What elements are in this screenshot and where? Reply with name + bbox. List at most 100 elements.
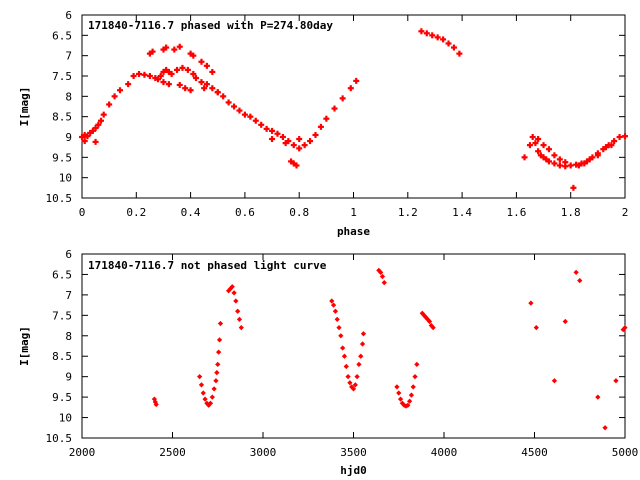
data-point [338, 333, 344, 339]
data-point [201, 85, 208, 92]
data-point [356, 361, 362, 368]
x-tick-label: 0.8 [289, 206, 309, 219]
data-point [354, 374, 360, 380]
data-point [184, 66, 191, 73]
data-point [405, 402, 411, 408]
y-tick-label: 7.5 [52, 70, 72, 83]
data-point [540, 142, 547, 149]
data-point [394, 384, 400, 390]
data-point [378, 269, 384, 276]
data-point [426, 318, 433, 325]
data-point [350, 386, 357, 392]
y-tick-label: 6.5 [52, 29, 72, 42]
data-point [551, 160, 558, 167]
data-point [92, 138, 99, 145]
data-point [125, 81, 132, 88]
data-point [136, 70, 143, 77]
data-point [216, 349, 222, 355]
data-point [211, 386, 217, 392]
data-point [450, 44, 457, 51]
data-point [532, 140, 539, 147]
data-point [567, 162, 574, 169]
data-point [198, 58, 205, 65]
y-tick-label: 6.5 [52, 268, 72, 281]
data-point [155, 76, 162, 83]
y-tick-label: 10.5 [46, 192, 73, 205]
y-tick-label: 9 [65, 131, 72, 144]
data-point [258, 121, 265, 128]
y-tick-label: 8.5 [52, 350, 72, 363]
data-point [235, 308, 241, 314]
data-point [92, 125, 99, 132]
data-point [168, 70, 175, 77]
data-point [220, 93, 227, 100]
data-point [117, 87, 124, 94]
data-point [545, 146, 552, 153]
data-point [193, 75, 200, 82]
data-point [165, 81, 172, 88]
data-point [252, 117, 259, 124]
data-point [535, 148, 542, 155]
data-point [353, 77, 360, 84]
data-point [214, 369, 220, 376]
plot-frame [81, 14, 626, 199]
data-point [414, 361, 420, 368]
data-point [236, 107, 243, 114]
data-point [340, 345, 346, 351]
phased-light-curve-panel: 0 0.2 0.4 0.6 0.8 1 1.2 1.4 1.6 1.8 2 6 6.5 7 7.5 8 8.5 9… [18, 9, 628, 238]
data-point [141, 71, 148, 78]
data-point [551, 152, 558, 159]
data-point [100, 111, 107, 118]
data-point [233, 298, 239, 304]
data-point [209, 68, 216, 75]
data-point [445, 40, 452, 47]
data-point [229, 284, 235, 290]
x-tick-label: 4500 [521, 446, 548, 459]
data-point [602, 425, 608, 431]
y-tick-label: 10 [59, 412, 72, 425]
x-tick-label: 3000 [250, 446, 277, 459]
data-point [358, 353, 364, 359]
data-point [296, 136, 303, 143]
x-tick-label: 2500 [159, 446, 186, 459]
data-point [231, 103, 238, 110]
data-point [418, 28, 425, 35]
data-point [197, 374, 203, 380]
data-point [215, 361, 221, 368]
y-tick-label: 9.5 [52, 151, 72, 164]
y-tick-label: 7 [65, 50, 72, 63]
data-point [269, 127, 276, 134]
data-point [430, 324, 436, 331]
data-point [545, 158, 552, 165]
data-point [98, 117, 105, 124]
data-point [130, 73, 137, 79]
data-point [396, 390, 402, 396]
x-tick-label: 1.4 [452, 206, 472, 219]
data-point [163, 44, 170, 51]
data-point [602, 144, 609, 151]
data-point [146, 73, 153, 79]
data-point [279, 134, 286, 140]
data-point [343, 363, 349, 370]
data-point [616, 134, 623, 140]
data-point [526, 142, 533, 149]
data-point [153, 401, 159, 408]
data-point [317, 123, 324, 130]
data-point [149, 48, 156, 55]
x-tick-label: 1.6 [506, 206, 526, 219]
data-point [198, 382, 205, 388]
y-tick-label: 6 [65, 9, 72, 22]
data-point [406, 398, 413, 404]
data-point [347, 85, 354, 92]
data-point [263, 125, 270, 132]
y-axis-label: I[mag] [18, 326, 31, 366]
data-point [434, 34, 441, 41]
chart-title: 171840-7116.7 phased with P=274.80day [88, 19, 333, 32]
data-point [533, 324, 539, 331]
data-point [312, 131, 319, 138]
data-point [613, 378, 619, 384]
data-point [236, 316, 243, 323]
data-point [209, 85, 216, 92]
data-point [106, 101, 113, 108]
data-point [521, 154, 528, 161]
